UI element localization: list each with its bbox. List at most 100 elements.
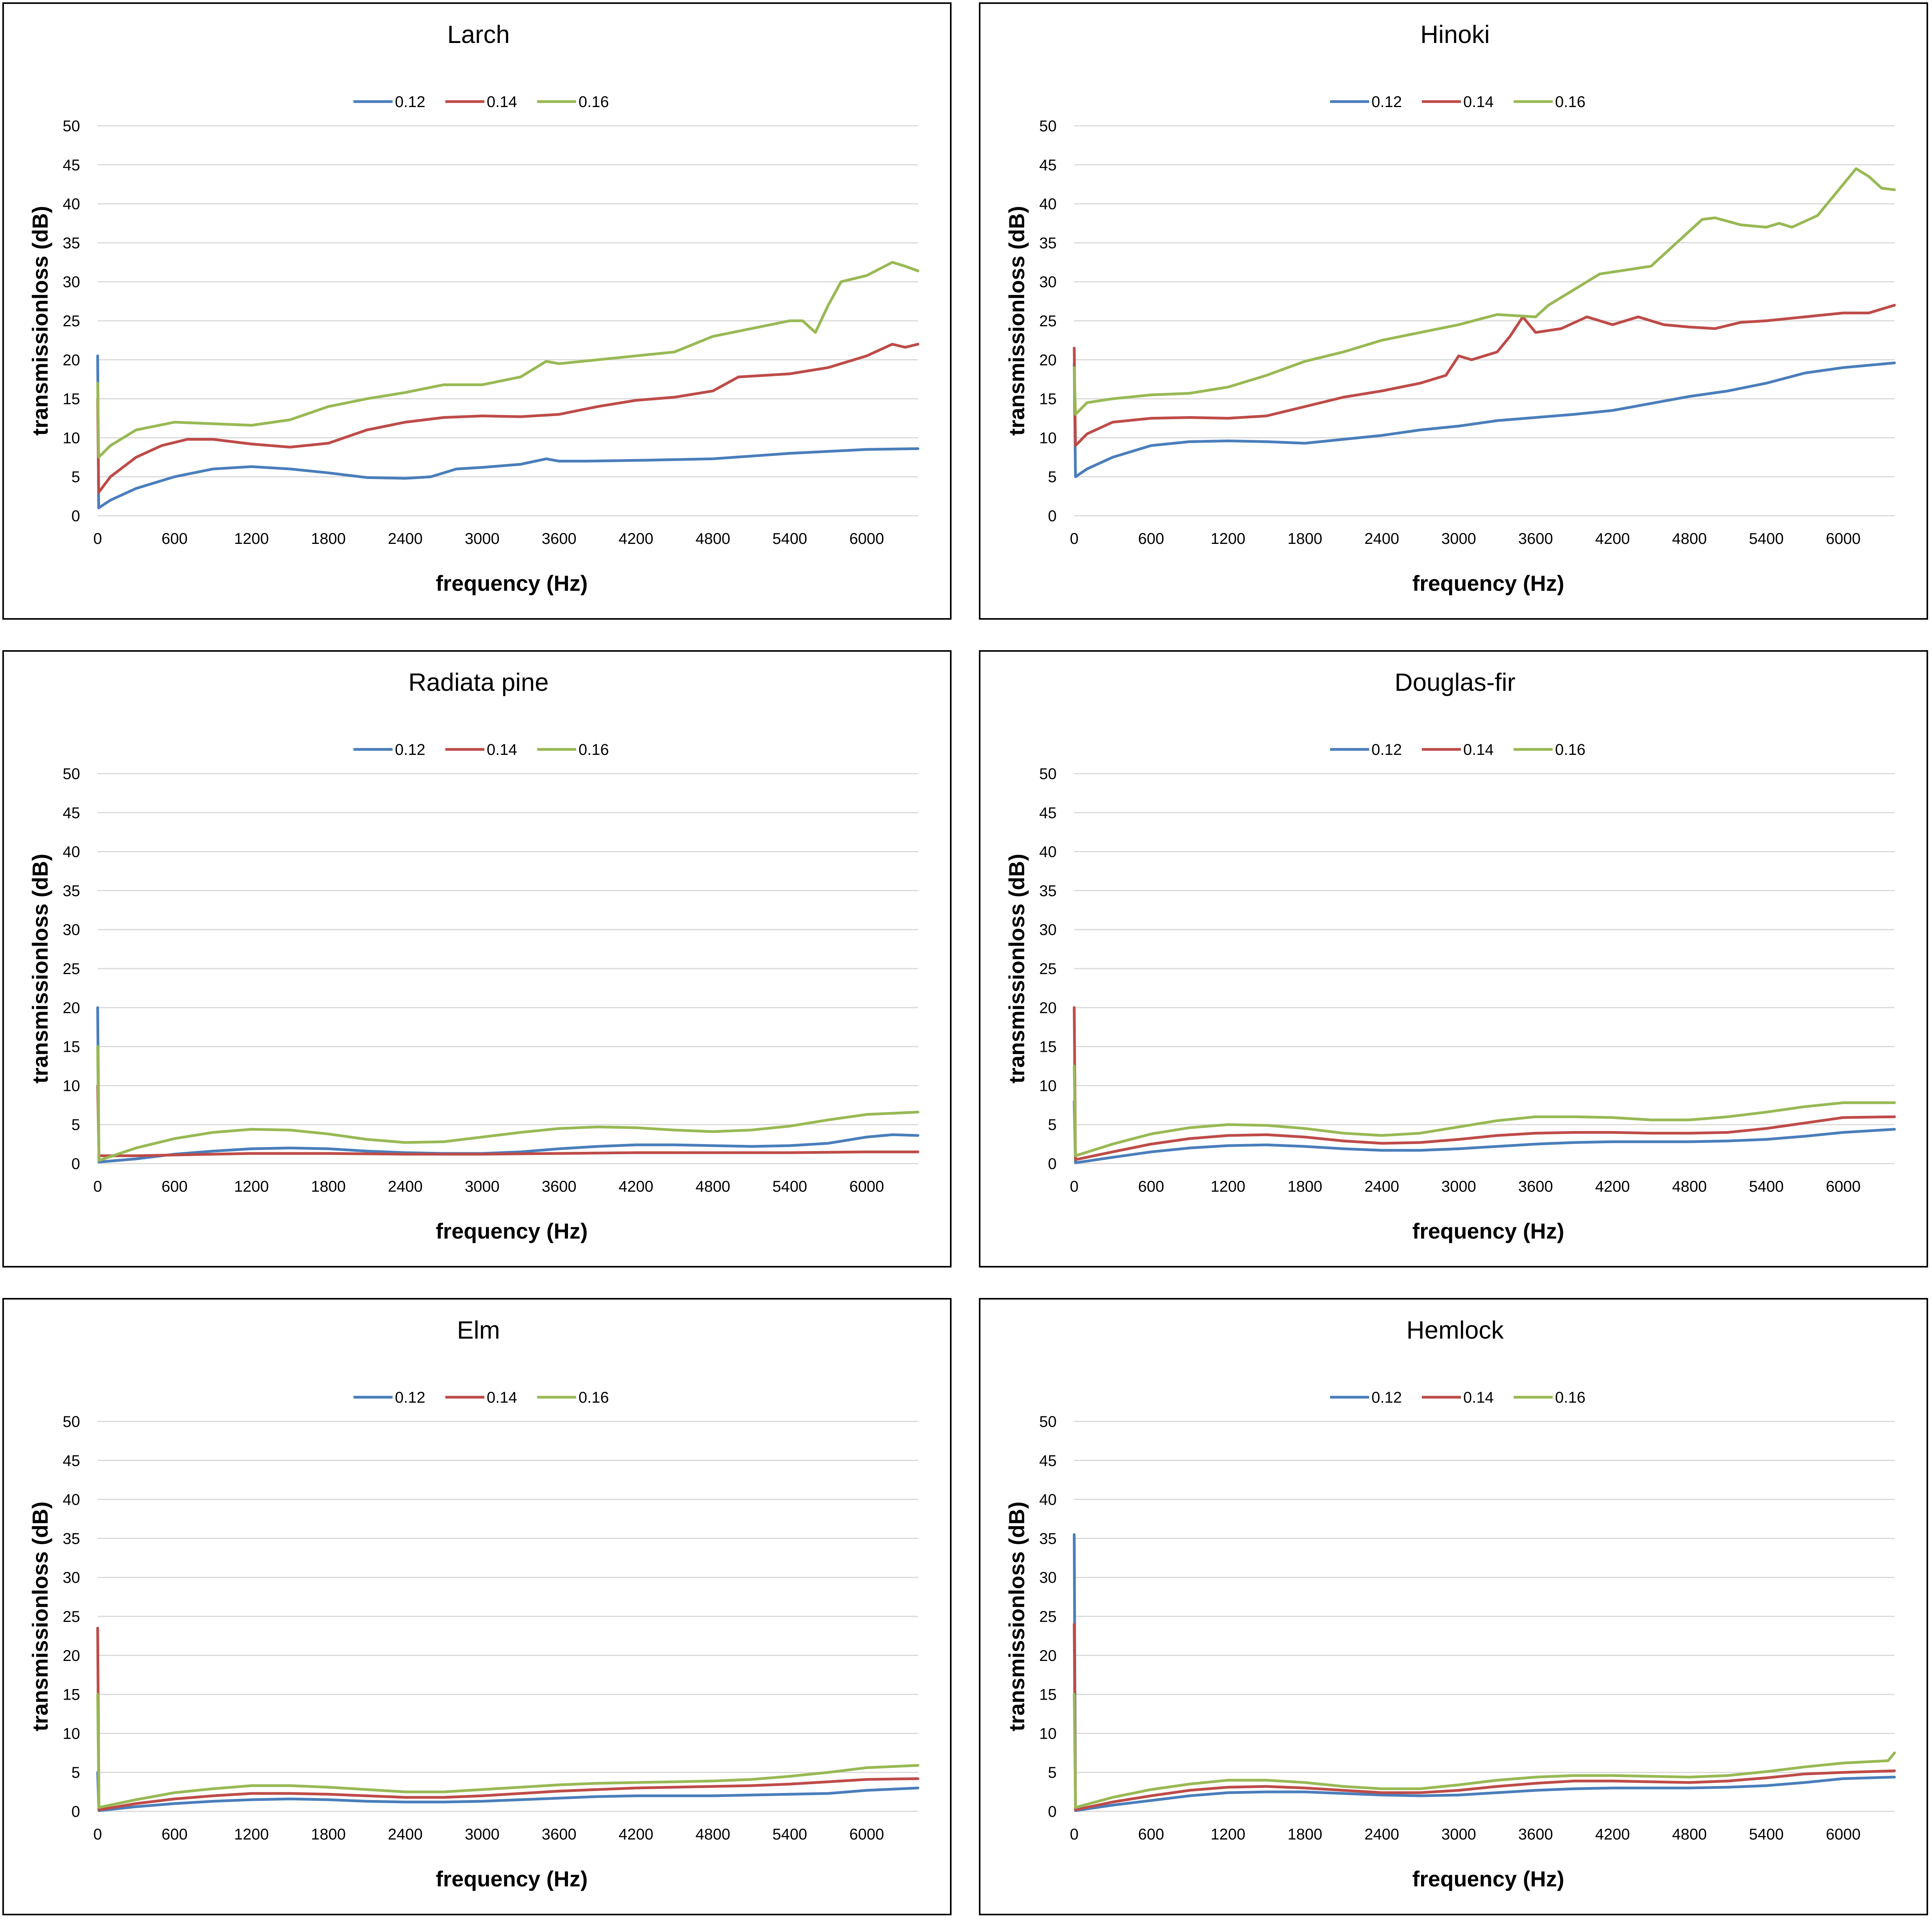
x-tick-label: 4200 (619, 1826, 654, 1843)
y-tick-label: 40 (63, 196, 80, 213)
y-tick-label: 35 (1039, 882, 1057, 899)
series-line-0-14 (96, 1627, 920, 1811)
y-tick-label: 0 (71, 1803, 80, 1820)
y-tick-label: 5 (1048, 468, 1057, 486)
x-tick-label: 1200 (234, 530, 269, 547)
x-tick-label: 4800 (696, 530, 730, 547)
x-tick-label: 1800 (1287, 1178, 1322, 1195)
chart-panel-elm: Elm 0.12 0.14 0.16 0 5 10 15 20 25 30 35 40 45 50 0 600 1… (2, 1298, 952, 1915)
x-tick-label: 2400 (1364, 530, 1399, 547)
y-tick-label: 50 (1039, 765, 1057, 783)
y-tick-label: 15 (63, 1686, 80, 1704)
y-tick-label: 30 (63, 1569, 80, 1586)
x-tick-label: 0 (93, 530, 102, 547)
series-line-0-14 (1073, 304, 1896, 447)
y-tick-label: 10 (1039, 1725, 1057, 1742)
series-line-0-12 (96, 1771, 920, 1812)
x-axis-label: frequency (Hz) (436, 571, 588, 595)
x-tick-label: 600 (162, 1826, 188, 1843)
x-tick-label: 5400 (772, 530, 807, 547)
x-tick-label: 6000 (1826, 1178, 1861, 1195)
legend-label: 0.14 (1463, 93, 1494, 111)
y-tick-label: 5 (1048, 1764, 1057, 1781)
series-line-0-16 (1073, 167, 1896, 416)
y-tick-label: 45 (1039, 1452, 1057, 1469)
series-line-0-14 (1073, 1006, 1896, 1161)
chart-title: Larch (447, 20, 510, 48)
x-tick-label: 3000 (465, 1178, 500, 1195)
x-axis-label: frequency (Hz) (1412, 1866, 1564, 1891)
legend-label: 0.16 (579, 741, 609, 758)
legend-label: 0.12 (395, 93, 425, 111)
legend-label: 0.12 (395, 741, 425, 758)
y-tick-label: 25 (1039, 313, 1057, 330)
chart-panel-larch: Larch 0.12 0.14 0.16 0 5 10 15 20 25 30 35 40 45 50 0 60… (2, 2, 952, 620)
y-tick-label: 40 (1039, 844, 1057, 861)
y-tick-label: 25 (63, 960, 80, 978)
x-axis-label: frequency (Hz) (1412, 1219, 1564, 1243)
x-tick-label: 1200 (234, 1178, 269, 1195)
x-tick-label: 3000 (1441, 530, 1476, 547)
y-axis-label: transmissionloss (dB) (1004, 854, 1029, 1083)
y-tick-label: 5 (71, 468, 80, 486)
x-tick-label: 0 (1070, 530, 1078, 547)
x-tick-label: 600 (1138, 1826, 1164, 1843)
x-axis-label: frequency (Hz) (436, 1219, 588, 1243)
x-tick-label: 4200 (1595, 530, 1630, 547)
x-tick-label: 3000 (1441, 1178, 1476, 1195)
series-line-0-16 (96, 1045, 920, 1162)
x-tick-label: 5400 (1749, 530, 1784, 547)
y-tick-label: 30 (1039, 921, 1057, 939)
legend-label: 0.14 (1463, 741, 1494, 758)
chart-panel-douglas-fir: Douglas-fir 0.12 0.14 0.16 0 5 10 15 20 25 30 35 40 4… (979, 650, 1928, 1267)
y-tick-label: 50 (1039, 118, 1057, 135)
chart-svg: Larch 0.12 0.14 0.16 0 5 10 15 20 25 30 35 40 45 50 0 60… (28, 20, 920, 595)
chart-svg: Hemlock 0.12 0.14 0.16 0 5 10 15 20 25 30 35 40 45 50 0… (1004, 1316, 1896, 1891)
x-tick-label: 2400 (1364, 1178, 1399, 1195)
legend-label: 0.16 (579, 93, 609, 111)
chart-title: Hinoki (1420, 20, 1490, 48)
chart-svg: Radiata pine 0.12 0.14 0.16 0 5 10 15 20 25 30 35 40… (28, 668, 920, 1243)
y-tick-label: 25 (1039, 960, 1057, 978)
x-tick-label: 0 (93, 1178, 102, 1195)
x-tick-label: 3000 (465, 1826, 500, 1843)
legend-label: 0.14 (1463, 1389, 1494, 1406)
y-tick-label: 50 (63, 118, 80, 135)
legend-label: 0.16 (1555, 1389, 1586, 1406)
x-tick-label: 600 (1138, 1178, 1164, 1195)
chart-panel-hemlock: Hemlock 0.12 0.14 0.16 0 5 10 15 20 25 30 35 40 45 50 0… (979, 1298, 1928, 1915)
x-tick-label: 4200 (1595, 1178, 1630, 1195)
x-tick-label: 2400 (1364, 1826, 1399, 1843)
legend-label: 0.14 (487, 93, 517, 111)
x-tick-label: 6000 (1826, 530, 1861, 547)
x-tick-label: 6000 (849, 1178, 884, 1195)
y-tick-label: 50 (1039, 1413, 1057, 1430)
y-tick-label: 40 (63, 1491, 80, 1509)
y-tick-label: 45 (1039, 804, 1057, 822)
x-tick-label: 600 (162, 530, 188, 547)
y-tick-label: 50 (63, 765, 80, 783)
series-line-0-12 (1073, 1533, 1896, 1812)
y-axis-label: transmissionloss (dB) (28, 206, 52, 436)
y-tick-label: 0 (1048, 1803, 1057, 1820)
y-tick-label: 30 (1039, 274, 1057, 291)
x-tick-label: 5400 (1749, 1178, 1784, 1195)
series-line-0-14 (96, 1084, 920, 1157)
y-tick-label: 10 (1039, 1077, 1057, 1094)
x-tick-label: 1800 (311, 530, 346, 547)
series-line-0-12 (1073, 361, 1896, 478)
series-line-0-16 (1073, 1693, 1896, 1809)
chart-svg: Elm 0.12 0.14 0.16 0 5 10 15 20 25 30 35 40 45 50 0 600 1… (28, 1316, 920, 1891)
y-tick-label: 5 (71, 1116, 80, 1133)
x-tick-label: 6000 (849, 530, 884, 547)
x-tick-label: 4800 (1672, 530, 1707, 547)
y-axis-label: transmissionloss (dB) (28, 854, 52, 1083)
y-tick-label: 35 (63, 882, 80, 899)
x-tick-label: 1200 (1211, 530, 1245, 547)
legend-label: 0.12 (1371, 1389, 1402, 1406)
y-tick-label: 0 (1048, 1155, 1057, 1173)
y-tick-label: 0 (1048, 508, 1057, 525)
y-tick-label: 35 (63, 234, 80, 252)
y-tick-label: 50 (63, 1413, 80, 1430)
y-tick-label: 45 (63, 157, 80, 174)
